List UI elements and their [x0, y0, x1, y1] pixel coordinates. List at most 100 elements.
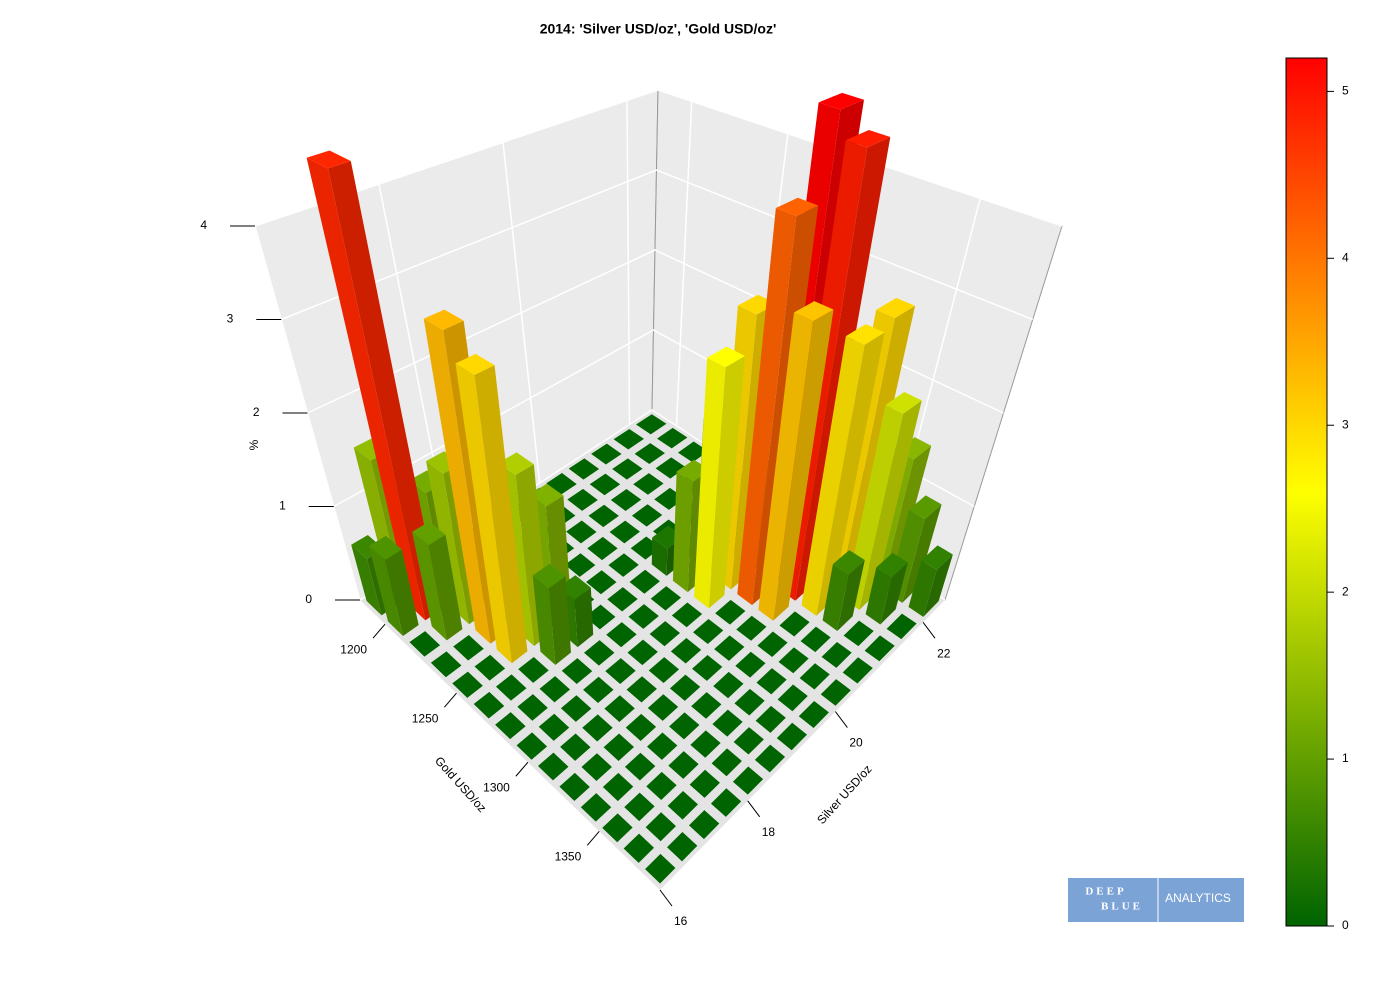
- bar-top: [559, 772, 590, 802]
- z-axis-title: %: [247, 439, 261, 450]
- bar-side: [694, 357, 726, 609]
- colorbar-tick-label: 3: [1342, 417, 1349, 431]
- bar-top: [707, 346, 745, 368]
- bar-top: [627, 639, 658, 666]
- logo-box: [1068, 878, 1244, 922]
- bar-side: [474, 365, 528, 664]
- bar-top: [631, 504, 663, 527]
- bar-top: [539, 676, 571, 703]
- bar-top: [609, 520, 640, 544]
- bar-top: [647, 694, 679, 721]
- bar-side: [881, 445, 932, 589]
- bar-top: [624, 752, 656, 781]
- bar-top: [668, 751, 699, 779]
- colorbar-tick-label: 4: [1342, 250, 1349, 264]
- bar-top: [613, 428, 644, 450]
- bar-side: [455, 363, 512, 664]
- bar-top: [921, 545, 953, 570]
- bar-side: [708, 355, 745, 609]
- bar-side: [412, 531, 447, 641]
- bar-side: [902, 504, 942, 603]
- logo-text: BLUE: [1101, 901, 1143, 913]
- bar-top: [608, 553, 639, 577]
- bar-side: [423, 318, 491, 644]
- bar-side: [923, 554, 953, 617]
- bar-top: [560, 695, 592, 722]
- bar-top: [793, 301, 834, 322]
- grid-line: [675, 101, 693, 426]
- bar-top: [712, 709, 743, 737]
- bar-top: [843, 620, 874, 647]
- bar-top: [518, 656, 549, 683]
- bar-top: [591, 443, 622, 465]
- bar-top: [690, 730, 721, 758]
- bar-side: [327, 160, 442, 621]
- bar-side: [368, 545, 404, 636]
- bar-top: [657, 427, 688, 449]
- chart-title: 2014: 'Silver USD/oz', 'Gold USD/oz': [540, 21, 777, 37]
- bar-top: [688, 810, 720, 840]
- bar-top: [580, 793, 612, 822]
- bar-top: [623, 833, 655, 863]
- bar-top: [756, 668, 787, 695]
- bar-side: [816, 332, 885, 616]
- bar-top: [800, 626, 831, 653]
- colorbar-tick-label: 1: [1342, 751, 1349, 765]
- bar-top: [455, 353, 495, 376]
- bar-top: [607, 587, 638, 612]
- z-tick-label: 0: [305, 592, 312, 606]
- y-tick-label: 22: [937, 646, 951, 660]
- bar-top: [605, 658, 636, 685]
- bar-top: [583, 676, 614, 703]
- x-axis-title: Gold USD/oz: [432, 754, 489, 815]
- bar-top: [409, 631, 441, 657]
- y-tick-label: 20: [849, 736, 863, 750]
- bar-top: [567, 488, 598, 511]
- x-tick-label: 1200: [340, 642, 367, 656]
- bar-top: [602, 813, 633, 843]
- grid-line: [626, 100, 631, 425]
- bar-top: [677, 441, 709, 463]
- bar-top: [586, 570, 617, 595]
- bar-top: [602, 772, 634, 802]
- bar-side: [737, 207, 797, 606]
- bar-side: [548, 576, 571, 666]
- bar-top: [671, 602, 703, 628]
- bar-top: [560, 733, 591, 761]
- bar-side: [351, 544, 382, 616]
- bar-top: [778, 647, 809, 674]
- z-tick-label: 4: [200, 218, 207, 232]
- bar-top: [845, 129, 891, 148]
- bar-top: [885, 392, 922, 414]
- bar-side: [837, 560, 865, 632]
- bar-top: [798, 700, 829, 728]
- x-tick-label: 1350: [555, 849, 582, 863]
- bar-side: [908, 560, 937, 617]
- bar-top: [610, 488, 642, 511]
- bar-top: [564, 553, 596, 577]
- bar-top: [715, 599, 746, 625]
- bar-top: [495, 674, 527, 701]
- bar-top: [757, 631, 788, 658]
- bar-top: [423, 309, 464, 330]
- bar-side: [859, 400, 922, 610]
- bar-top: [710, 788, 742, 817]
- bar-top: [474, 654, 506, 681]
- bar-top: [832, 550, 865, 575]
- bar-top: [876, 297, 916, 319]
- bar-top: [714, 635, 745, 661]
- y-tick: [659, 889, 673, 907]
- bar-top: [908, 495, 942, 519]
- y-axis-title: Silver USD/oz: [814, 762, 874, 827]
- bar-side: [532, 575, 556, 666]
- bar-top: [734, 688, 765, 716]
- colorbar-tick-label: 5: [1342, 84, 1349, 98]
- bar-top: [691, 692, 722, 719]
- z-tick-label: 1: [279, 499, 286, 513]
- bar-top: [669, 712, 700, 740]
- bar-top: [755, 705, 786, 733]
- bar-top: [453, 635, 484, 661]
- bar-top: [529, 483, 564, 507]
- bar-top: [636, 414, 667, 435]
